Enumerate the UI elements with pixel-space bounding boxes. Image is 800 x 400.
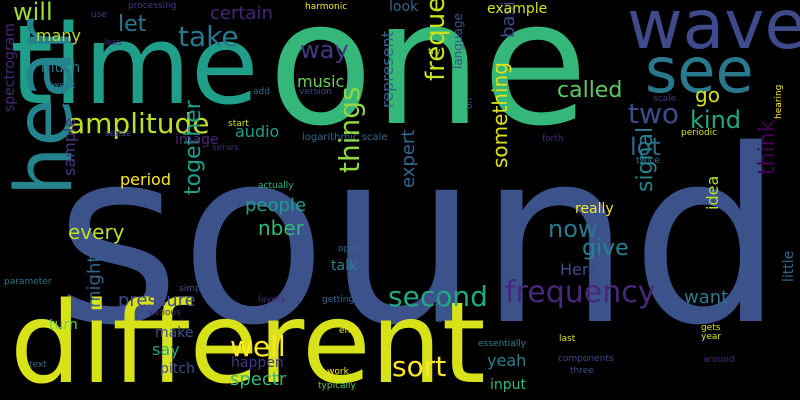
cloud-word: year [701, 332, 722, 342]
cloud-word: Herz [560, 260, 597, 279]
cloud-word: layers [258, 295, 286, 305]
cloud-word: amplitude [68, 107, 210, 140]
cloud-word: try [428, 47, 441, 57]
cloud-word: sort [392, 350, 447, 383]
cloud-word: three [570, 366, 594, 376]
cloud-word: parameter [4, 277, 52, 287]
cloud-word: various [148, 308, 181, 318]
cloud-word: pitch [160, 361, 195, 377]
cloud-word: might [84, 255, 105, 308]
cloud-word: last [559, 334, 576, 344]
cloud-word: kind [690, 106, 742, 134]
cloud-word: something [488, 62, 512, 168]
cloud-word: well [230, 330, 286, 363]
cloud-word: logarithmic scale [302, 132, 388, 143]
cloud-word: example [487, 1, 548, 17]
cloud-word: audio [235, 122, 280, 141]
cloud-word: hearing [774, 84, 784, 119]
cloud-word: periodic [681, 128, 718, 138]
cloud-word: lot [630, 133, 661, 161]
cloud-word: less [104, 38, 122, 48]
cloud-word: way [300, 36, 349, 64]
cloud-word: work [327, 367, 349, 377]
cloud-word: happen [231, 355, 284, 371]
cloud-word: spectrogram [2, 23, 18, 112]
cloud-word: think [755, 119, 780, 175]
cloud-word: every [68, 220, 125, 244]
cloud-word: simple [179, 284, 209, 294]
cloud-word: add [253, 87, 270, 97]
cloud-word: frequencies [421, 0, 451, 81]
cloud-word: actually [258, 181, 294, 191]
cloud-word: version [299, 87, 332, 97]
cloud-word: input [490, 377, 527, 393]
cloud-word: expert [398, 129, 419, 188]
cloud-word: say [152, 340, 180, 359]
cloud-word: let [118, 12, 147, 37]
cloud-word: forth [542, 134, 564, 144]
cloud-word: certain [210, 3, 273, 24]
cloud-word: sound [55, 98, 784, 378]
cloud-word: look [389, 0, 419, 15]
cloud-word: really [575, 201, 614, 217]
cloud-word: spectr [230, 369, 287, 390]
cloud-word: language [451, 13, 465, 69]
cloud-word: end [339, 326, 356, 336]
cloud-word: make [155, 325, 194, 341]
cloud-word: wave [627, 0, 800, 65]
cloud-word: give [582, 236, 629, 261]
cloud-word: things [333, 86, 366, 173]
cloud-word: different [10, 279, 486, 400]
cloud-word: scale [653, 94, 677, 104]
cloud-word: week [52, 81, 76, 91]
cloud-word: period [120, 170, 171, 189]
cloud-word: nber [258, 216, 304, 240]
cloud-word: yeah [487, 351, 527, 370]
cloud-word: second [388, 280, 488, 313]
cloud-word: represent [378, 31, 397, 108]
cloud-word: another [434, 287, 444, 323]
cloud-word: will [13, 0, 53, 26]
cloud-word: on [465, 97, 475, 109]
cloud-word: want [684, 287, 729, 308]
cloud-word: start [228, 119, 249, 129]
cloud-word: idea [703, 175, 722, 210]
cloud-word: called [557, 78, 623, 103]
cloud-word: pressure [118, 290, 196, 311]
cloud-word: components [558, 354, 614, 364]
cloud-word: much [41, 60, 81, 76]
cloud-word: gets [701, 323, 721, 333]
cloud-word: two [628, 97, 680, 130]
cloud-word: go [695, 83, 720, 107]
cloud-word: typically [318, 381, 356, 391]
cloud-word: image [175, 132, 219, 148]
cloud-word: twice [636, 156, 660, 166]
cloud-word: frequency [505, 275, 656, 310]
cloud-word: now [548, 215, 598, 243]
cloud-word: sample [60, 117, 79, 176]
cloud-word: turn [49, 317, 78, 333]
cloud-word: time [10, 1, 259, 129]
cloud-word: one [268, 0, 589, 164]
cloud-word: harmonic [305, 2, 348, 12]
cloud-word: little [781, 250, 797, 282]
cloud-word: music [297, 72, 345, 91]
cloud-word: talk [331, 258, 358, 274]
cloud-word: see [645, 34, 754, 107]
cloud-word: essentially [478, 339, 527, 349]
cloud-word: open [338, 244, 361, 254]
cloud-word: use [91, 10, 107, 20]
cloud-word: text [29, 360, 47, 370]
cloud-word: many [36, 26, 81, 45]
cloud-word: series [212, 143, 239, 153]
cloud-word: around [703, 355, 735, 365]
cloud-word: processing [128, 1, 177, 11]
cloud-word: people [245, 195, 307, 216]
cloud-word: getting [322, 295, 355, 305]
cloud-word: take [178, 20, 239, 53]
cloud-word: sense [105, 129, 132, 139]
